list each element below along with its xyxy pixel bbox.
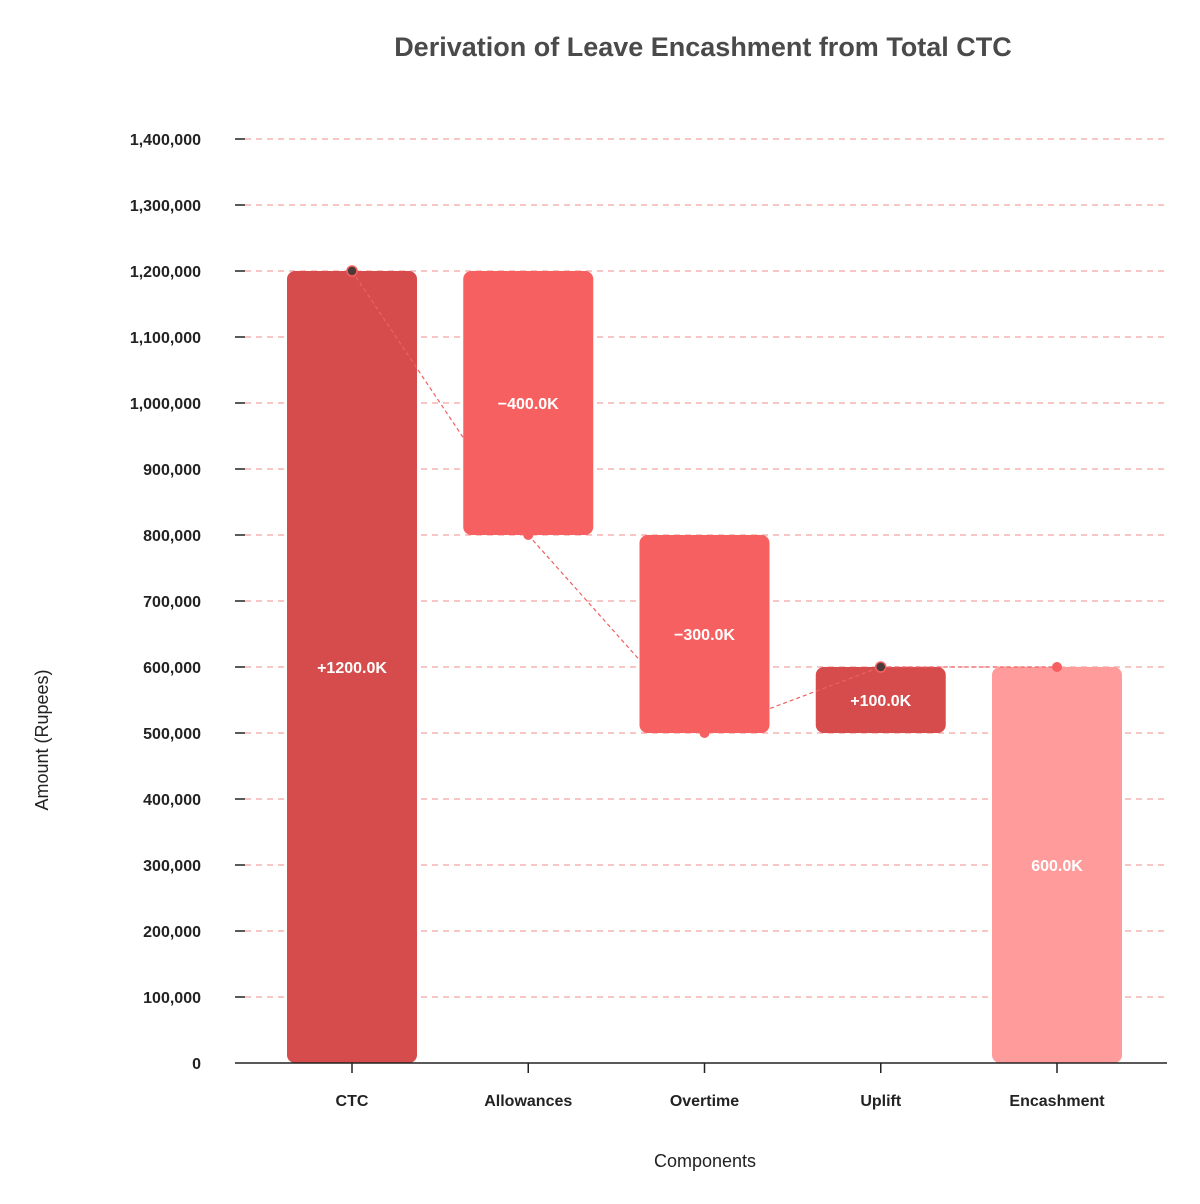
chart-title: Derivation of Leave Encashment from Tota… bbox=[394, 32, 1012, 62]
bar-value-label: +100.0K bbox=[850, 693, 911, 710]
connector-line bbox=[351, 270, 529, 536]
y-tick-label: 400,000 bbox=[143, 792, 201, 809]
x-tick-label: Encashment bbox=[1009, 1093, 1105, 1110]
bar-value-label: 600.0K bbox=[1031, 858, 1083, 875]
x-axis-title: Components bbox=[654, 1151, 756, 1171]
bar-labels: +1200.0K −400.0K −300.0K +100.0K 600.0K bbox=[317, 396, 1083, 875]
y-tick-label: 0 bbox=[192, 1056, 201, 1073]
y-tick-label: 600,000 bbox=[143, 660, 201, 677]
connector-line bbox=[704, 666, 881, 734]
bar-allowances bbox=[463, 271, 594, 535]
y-tick-label: 800,000 bbox=[143, 528, 201, 545]
connector-lines bbox=[351, 270, 1057, 734]
y-tick-label: 1,000,000 bbox=[130, 396, 201, 413]
y-tick-label: 200,000 bbox=[143, 924, 201, 941]
bar-ctc bbox=[287, 271, 417, 1063]
bar-value-label: +1200.0K bbox=[317, 660, 387, 677]
y-tick-label: 300,000 bbox=[143, 858, 201, 875]
step-marker bbox=[1052, 662, 1062, 672]
connector-line bbox=[527, 534, 705, 734]
y-tick-label: 1,100,000 bbox=[130, 330, 201, 347]
y-tick-label: 1,400,000 bbox=[130, 132, 201, 149]
y-axis: 0 100,000 200,000 300,000 400,000 500,000 600,… bbox=[130, 132, 245, 1073]
y-tick-label: 900,000 bbox=[143, 462, 201, 479]
x-tick-label: CTC bbox=[336, 1093, 369, 1110]
x-tick-label: Overtime bbox=[670, 1093, 739, 1110]
bar-overtime bbox=[639, 535, 770, 733]
x-tick-label: Uplift bbox=[860, 1093, 902, 1110]
y-tick-label: 1,300,000 bbox=[130, 198, 201, 215]
bar-encashment bbox=[992, 667, 1122, 1063]
bar-uplift bbox=[815, 667, 946, 733]
y-tick-label: 100,000 bbox=[143, 990, 201, 1007]
y-tick-label: 500,000 bbox=[143, 726, 201, 743]
y-tick-label: 700,000 bbox=[143, 594, 201, 611]
bar-value-label: −400.0K bbox=[498, 396, 559, 413]
x-tick-label: Allowances bbox=[484, 1093, 572, 1110]
step-markers bbox=[346, 265, 1062, 738]
x-axis: CTC Allowances Overtime Uplift Encashment bbox=[235, 1062, 1167, 1110]
step-marker bbox=[875, 661, 887, 673]
y-axis-title: Amount (Rupees) bbox=[32, 669, 52, 810]
y-tick-label: 1,200,000 bbox=[130, 264, 201, 281]
step-marker bbox=[699, 728, 710, 738]
bar-value-label: −300.0K bbox=[674, 627, 735, 644]
bars bbox=[287, 271, 1122, 1063]
step-marker bbox=[346, 265, 358, 277]
step-marker bbox=[523, 530, 534, 540]
